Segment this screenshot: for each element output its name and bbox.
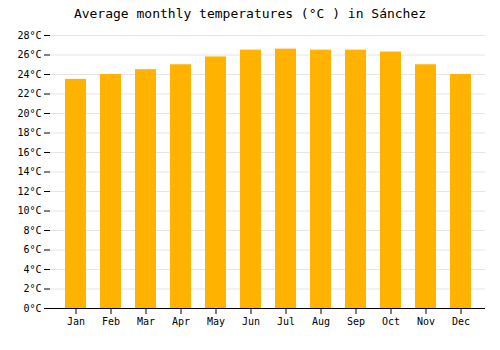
svg-text:Jun: Jun bbox=[242, 316, 260, 327]
svg-text:12°C: 12°C bbox=[17, 186, 41, 197]
svg-text:May: May bbox=[207, 316, 225, 327]
svg-text:24°C: 24°C bbox=[17, 69, 41, 80]
svg-text:Sep: Sep bbox=[347, 316, 365, 327]
svg-text:8°C: 8°C bbox=[23, 225, 41, 236]
svg-text:6°C: 6°C bbox=[23, 244, 41, 255]
svg-text:4°C: 4°C bbox=[23, 264, 41, 275]
html-text:Average monthly temperatures (: Average monthly temperatures (°C ) in Sá… bbox=[73, 6, 427, 21]
svg-text:16°C: 16°C bbox=[17, 147, 41, 158]
svg-text:Jul: Jul bbox=[277, 316, 295, 327]
svg-text:14°C: 14°C bbox=[17, 166, 41, 177]
svg-text:28°C: 28°C bbox=[17, 30, 41, 41]
svg-text:Nov: Nov bbox=[417, 316, 435, 327]
svg-text:Aug: Aug bbox=[312, 316, 330, 327]
svg-text:22°C: 22°C bbox=[17, 88, 41, 99]
svg-text:Dec: Dec bbox=[452, 316, 470, 327]
svg-text:2°C: 2°C bbox=[23, 283, 41, 294]
svg-text:20°C: 20°C bbox=[17, 108, 41, 119]
svg-text:Apr: Apr bbox=[172, 316, 190, 327]
svg-text:Oct: Oct bbox=[382, 316, 400, 327]
svg-text:Jan: Jan bbox=[67, 316, 85, 327]
svg-text:10°C: 10°C bbox=[17, 205, 41, 216]
svg-text:Mar: Mar bbox=[137, 316, 155, 327]
svg-text:0°C: 0°C bbox=[23, 303, 41, 314]
svg-text:26°C: 26°C bbox=[17, 49, 41, 60]
svg-text:Feb: Feb bbox=[102, 316, 120, 327]
svg-text:18°C: 18°C bbox=[17, 127, 41, 138]
